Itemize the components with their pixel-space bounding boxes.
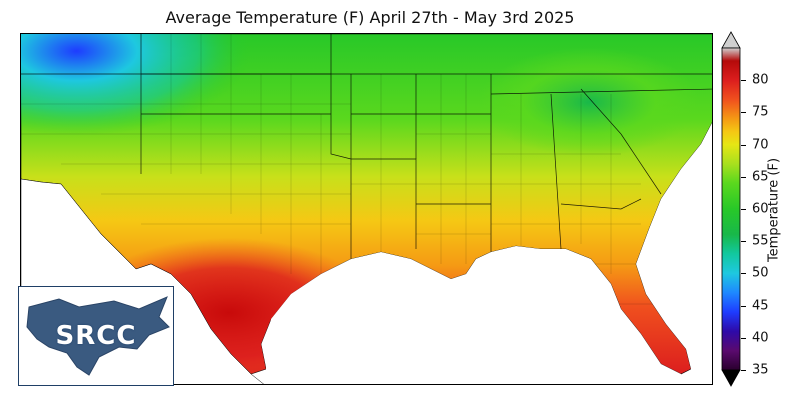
srcc-logo-text: SRCC xyxy=(55,321,137,351)
colorbar-tick-label: 40 xyxy=(752,330,769,346)
colorbar-bottom-arrow xyxy=(721,369,741,387)
colorbar-tick-label: 35 xyxy=(752,362,769,378)
colorbar-tick-label: 65 xyxy=(752,169,769,185)
colorbar-tick-label: 70 xyxy=(752,137,769,153)
map-title: Average Temperature (F) April 27th - May… xyxy=(165,8,575,27)
colorbar-tick xyxy=(741,273,746,275)
atlantic-ocean xyxy=(636,122,712,384)
colorbar-tick xyxy=(741,209,746,210)
colorbar-gradient xyxy=(721,47,741,371)
gulf-of-mexico xyxy=(266,246,681,384)
colorbar-tick-label: 45 xyxy=(752,298,769,314)
colorbar-tick-label: 80 xyxy=(752,72,769,88)
colorbar-tick xyxy=(741,144,746,146)
colorbar-tick xyxy=(741,305,746,307)
colorbar-tick-label: 55 xyxy=(752,233,769,249)
colorbar-svg xyxy=(721,31,741,387)
temperature-map xyxy=(20,33,713,385)
colorbar-top-arrow xyxy=(721,31,741,49)
colorbar-tick-label: 75 xyxy=(752,104,769,120)
colorbar-tick xyxy=(741,241,746,243)
county-lines xyxy=(21,34,671,305)
colorbar-tick xyxy=(741,337,746,339)
colorbar-tick xyxy=(741,176,746,178)
srcc-logo: SRCC xyxy=(18,286,174,386)
srcc-region-silhouette xyxy=(26,296,170,376)
map-svg xyxy=(21,34,712,384)
colorbar-tick xyxy=(741,80,746,82)
colorbar-tick-label: 60 xyxy=(752,201,769,217)
colorbar-tick xyxy=(741,112,746,114)
colorbar-tick xyxy=(741,370,746,371)
state-borders xyxy=(21,34,712,264)
colorbar-tick-label: 50 xyxy=(752,265,769,281)
colorbar: 35 40 45 50 55 60 65 70 75 80 Temperature (F) xyxy=(712,30,800,390)
colorbar-label: Temperature (F) xyxy=(766,157,782,263)
